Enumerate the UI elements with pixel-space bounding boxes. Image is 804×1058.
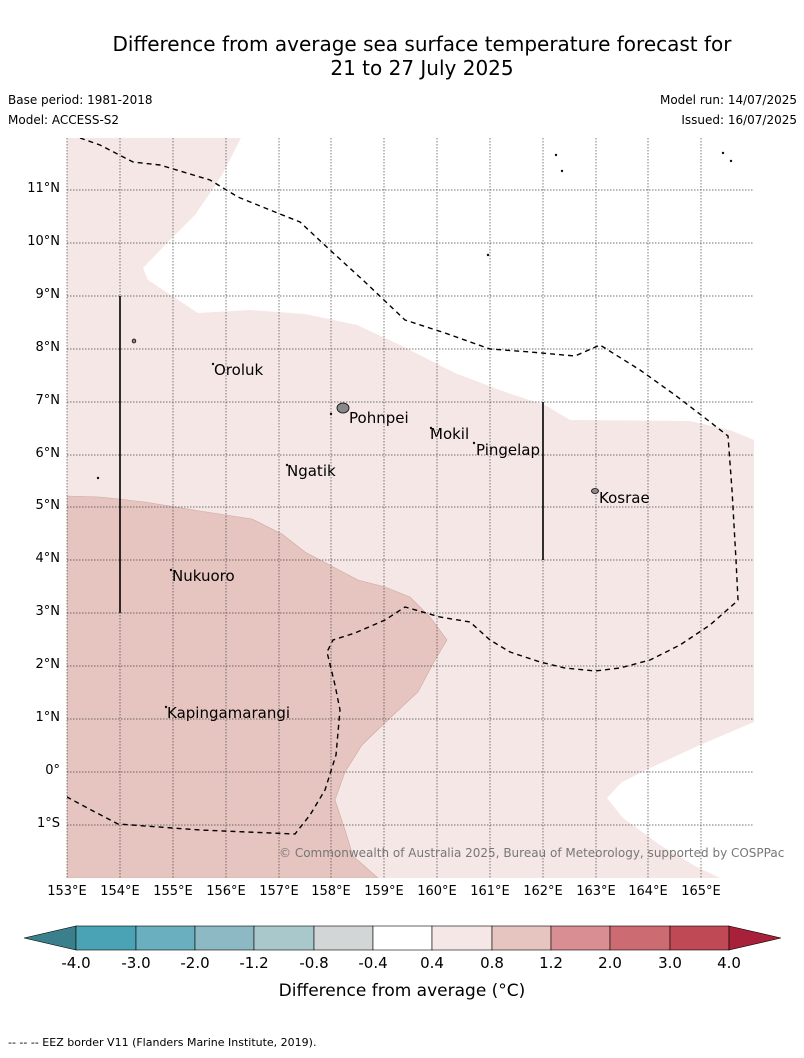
- colorbar-tick: 0.8: [480, 954, 504, 972]
- colorbar-tick: 1.2: [539, 954, 563, 972]
- place-label-oroluk: Oroluk: [214, 361, 264, 379]
- island-dot: [729, 159, 733, 163]
- colorbar-segment: [669, 925, 730, 951]
- colorbar: [23, 925, 782, 951]
- lon-label: 163°E: [576, 884, 616, 899]
- colorbar-tick: -0.4: [358, 954, 388, 972]
- colorbar-tick: 4.0: [717, 954, 741, 972]
- colorbar-segment: [253, 925, 315, 951]
- eez-borders: [67, 138, 739, 835]
- place-label-kapingamarangi: Kapingamarangi: [167, 704, 291, 722]
- model-name: Model: ACCESS-S2: [8, 113, 120, 127]
- colorbar-segment: [431, 925, 493, 951]
- eez-legend-note: -- -- -- EEZ border V11 (Flanders Marine…: [8, 1036, 317, 1049]
- place-label-ngatik: Ngatik: [287, 462, 336, 480]
- title-line-2: 21 to 27 July 2025: [330, 56, 514, 80]
- lon-label: 155°E: [153, 884, 193, 899]
- colorbar-title: Difference from average (°C): [278, 981, 526, 1001]
- lon-label: 157°E: [259, 884, 299, 899]
- lat-label: 2°N: [35, 657, 61, 672]
- island-dot: [329, 412, 333, 416]
- lat-label: 1°N: [35, 710, 61, 725]
- lon-label: 160°E: [417, 884, 457, 899]
- map-title: Difference from average sea surface temp…: [0, 32, 804, 80]
- lat-label: 1°S: [36, 816, 60, 831]
- mokil-dot: [429, 426, 433, 430]
- anomaly-region-neutral-southeast: [607, 722, 754, 878]
- anomaly-region-neutral-north: [67, 138, 754, 440]
- colorbar-segment: [135, 925, 196, 951]
- model-run: Model run: 14/07/2025: [659, 93, 797, 107]
- island-dot: [131, 338, 137, 344]
- colorbar-segment: [491, 925, 552, 951]
- colorbar-tick: -0.8: [299, 954, 329, 972]
- colorbar-tick: -3.0: [121, 954, 151, 972]
- boundary-lines: [119, 296, 544, 613]
- colorbar-tick: 2.0: [598, 954, 622, 972]
- lat-label: 0°: [45, 763, 60, 778]
- lon-label: 153°E: [47, 884, 87, 899]
- pohnpei-island: [336, 402, 350, 414]
- colorbar-tick: 3.0: [658, 954, 682, 972]
- lat-label: 3°N: [35, 604, 61, 619]
- nukuoro-dot: [169, 568, 173, 572]
- place-label-kosrae: Kosrae: [599, 489, 650, 507]
- colorbar-tick: -2.0: [180, 954, 210, 972]
- lat-label: 7°N: [35, 393, 61, 408]
- place-label-nukuoro: Nukuoro: [172, 567, 235, 585]
- colorbar-segment: [313, 925, 374, 951]
- lat-label: 5°N: [35, 498, 61, 513]
- colorbar-segment: [550, 925, 611, 951]
- lat-label: 6°N: [35, 446, 61, 461]
- issued-date: Issued: 16/07/2025: [681, 113, 797, 127]
- colorbar-tick: -1.2: [239, 954, 269, 972]
- place-label-mokil: Mokil: [430, 425, 470, 443]
- lon-label: 156°E: [206, 884, 246, 899]
- title-line-1: Difference from average sea surface temp…: [112, 32, 732, 56]
- lon-label: 159°E: [364, 884, 404, 899]
- lat-label: 11°N: [27, 181, 60, 196]
- sst-anomaly-field: [67, 138, 754, 878]
- colorbar-segment: [194, 925, 255, 951]
- island-dot: [96, 476, 100, 480]
- anomaly-region-0.8-1.2: [67, 495, 448, 878]
- kosrae-island: [591, 488, 599, 494]
- island-dot: [721, 151, 725, 155]
- oroluk-dot: [211, 362, 215, 366]
- lon-label: 161°E: [470, 884, 510, 899]
- lon-label: 162°E: [523, 884, 563, 899]
- lon-label: 154°E: [100, 884, 140, 899]
- island-dot: [486, 253, 490, 257]
- place-label-pohnpei: Pohnpei: [349, 409, 409, 427]
- place-label-pingelap: Pingelap: [476, 441, 541, 459]
- colorbar-tick: 0.4: [420, 954, 444, 972]
- lat-label: 9°N: [35, 287, 61, 302]
- islands: [96, 151, 733, 709]
- base-period: Base period: 1981-2018: [8, 93, 153, 107]
- copyright-notice: © Commonwealth of Australia 2025, Bureau…: [279, 846, 785, 860]
- colorbar-segment: [609, 925, 671, 951]
- pingelap-dot: [472, 441, 476, 445]
- colorbar-segment: [372, 925, 433, 951]
- island-dot: [560, 169, 564, 173]
- lat-label: 8°N: [35, 340, 61, 355]
- lat-label: 4°N: [35, 551, 61, 566]
- colorbar-segment: [75, 925, 137, 951]
- lon-label: 164°E: [628, 884, 668, 899]
- lon-label: 158°E: [311, 884, 351, 899]
- lat-label: 10°N: [27, 234, 60, 249]
- lon-label: 165°E: [681, 884, 721, 899]
- island-dot: [554, 153, 558, 157]
- kapingamarangi-dot: [164, 705, 168, 709]
- colorbar-under-arrow: [23, 925, 77, 951]
- colorbar-over-arrow: [728, 925, 782, 951]
- colorbar-tick: -4.0: [61, 954, 91, 972]
- ngatik-dot: [285, 463, 289, 467]
